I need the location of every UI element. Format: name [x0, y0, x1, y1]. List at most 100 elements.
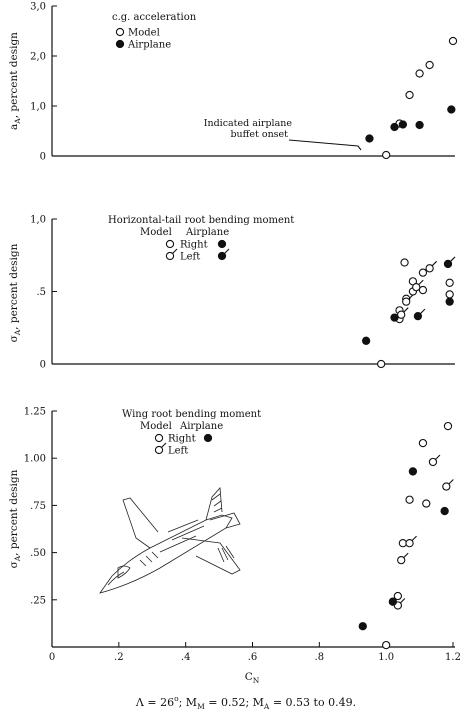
panel3-title: Wing root bending moment [122, 409, 261, 420]
panel1-ytick-label: 1,0 [30, 102, 46, 113]
data-point-flag [420, 308, 426, 315]
data-point-flag [403, 552, 409, 559]
panel2-legend-right-label: Right [180, 240, 208, 251]
panel2-legend-right-model-marker [165, 239, 175, 249]
data-point [440, 506, 449, 516]
data-point [398, 120, 408, 129]
panel1-annotation-leader [288, 139, 362, 151]
panel2-legend-left-airplane-flag [224, 248, 230, 254]
data-point [442, 482, 451, 491]
data-point [415, 69, 424, 78]
panel3-y-axis-title: σA, percent design [8, 469, 22, 568]
panel2-y-ticks: 0 .5 1,0 [30, 215, 57, 371]
panel3-legend-left-model-marker [154, 445, 164, 455]
panel2-legend-header-airplane: Airplane [185, 227, 229, 238]
panel3-legend: Model Airplane Right Left [140, 421, 223, 457]
data-point-flag [411, 535, 417, 542]
data-point-flag [399, 598, 406, 604]
data-point-flag [418, 279, 424, 286]
data-point [382, 640, 391, 650]
panel3-ytick-label: 1.00 [24, 454, 46, 465]
data-point [405, 539, 414, 548]
data-point-flag [431, 260, 437, 267]
data-point [402, 297, 411, 306]
data-point [365, 134, 374, 143]
data-point [397, 556, 406, 565]
panel3-legend-left-model-flag [161, 442, 167, 448]
panel3-xtick-label: 0 [49, 652, 55, 663]
panel1-y-axis-title: aA, percent design [8, 32, 22, 130]
panel2-legend: Model Airplane Right Left [140, 227, 230, 263]
panel1-legend-model-label: Model [128, 28, 160, 39]
panel2-points [361, 256, 456, 369]
data-point [445, 278, 454, 287]
data-point [377, 359, 386, 369]
data-point-flag [408, 294, 414, 300]
data-point [418, 285, 428, 295]
panel1-annotation-line2: buffet onset [230, 129, 288, 140]
data-point-flag [435, 454, 441, 460]
data-point [418, 438, 428, 448]
panel1-ytick-label: 0 [40, 152, 46, 163]
panel1-annotation: Indicated airplane buffet onset [204, 118, 362, 151]
data-point [448, 36, 458, 46]
data-point [397, 310, 406, 319]
data-point [400, 258, 409, 267]
data-point [405, 90, 414, 100]
panel1-points [365, 36, 458, 160]
data-point [393, 591, 403, 601]
data-point [428, 457, 438, 467]
data-point [361, 336, 371, 345]
data-point [443, 259, 453, 269]
panel3-ytick-label: .25 [30, 595, 46, 606]
panel1-ytick-label: 3,0 [30, 2, 46, 13]
panel1-legend: Model Airplane [115, 28, 171, 51]
panel3-legend-right-airplane-marker [203, 433, 213, 443]
data-point [418, 268, 428, 277]
data-point [445, 297, 454, 306]
panel1-title: c.g. acceleration [112, 12, 197, 23]
panel3-xtick-label: .6 [248, 652, 258, 663]
data-point [382, 150, 391, 160]
data-point [390, 122, 399, 132]
panel3-xtick-label: 1.0 [378, 652, 394, 663]
airplane-sketch [99, 487, 241, 594]
panel2-legend-left-model-flag [172, 248, 178, 254]
panel2-title: Horizontal-tail root bending moment [108, 215, 294, 226]
panel3-points [358, 421, 454, 650]
panel3-y-ticks: .25 .50 .75 1.00 1.25 [24, 407, 57, 606]
panel-wing-root: .25 .50 .75 1.00 1.25 0 .2 .4 .6 .8 1.0 1.2 σA, pe… [8, 407, 461, 686]
panel3-legend-header-airplane: Airplane [179, 421, 223, 432]
panel1-legend-airplane-marker [115, 39, 125, 49]
panel3-x-axis-title: CN [245, 671, 260, 685]
data-point-flag [448, 479, 454, 485]
panel3-ytick-label: .50 [30, 548, 46, 559]
panel-horizontal-tail: 0 .5 1,0 σA, percent design Horizontal-tai… [8, 215, 456, 371]
data-point [390, 313, 399, 322]
panel3-xtick-label: .2 [114, 652, 124, 663]
data-point [405, 495, 414, 504]
panel1-legend-airplane-label: Airplane [127, 40, 171, 51]
panel3-legend-right-label: Right [168, 434, 196, 445]
data-point-flag [403, 307, 409, 313]
panel2-legend-left-airplane-marker [217, 251, 227, 261]
data-point [415, 120, 424, 130]
panel3-xtick-label: .8 [315, 652, 325, 663]
panel3-legend-left-label: Left [168, 446, 188, 457]
panel2-y-axis-title: σA, percent design [8, 243, 22, 342]
data-point [413, 311, 423, 321]
panel3-legend-header-model: Model [140, 421, 172, 432]
data-point [408, 467, 418, 476]
panel1-y-ticks: 0 1,0 2,0 3,0 [30, 2, 57, 163]
data-point [445, 290, 454, 299]
panel2-legend-left-model-marker [165, 251, 175, 261]
panel3-legend-right-model-marker [154, 433, 164, 443]
data-point [358, 622, 367, 631]
data-point [412, 282, 421, 292]
data-point [447, 105, 456, 114]
panel2-legend-header-model: Model [140, 227, 172, 238]
panel3-xtick-label: .4 [181, 652, 191, 663]
data-point-flag [450, 256, 456, 262]
panel2-ytick-label: 1,0 [30, 215, 46, 226]
